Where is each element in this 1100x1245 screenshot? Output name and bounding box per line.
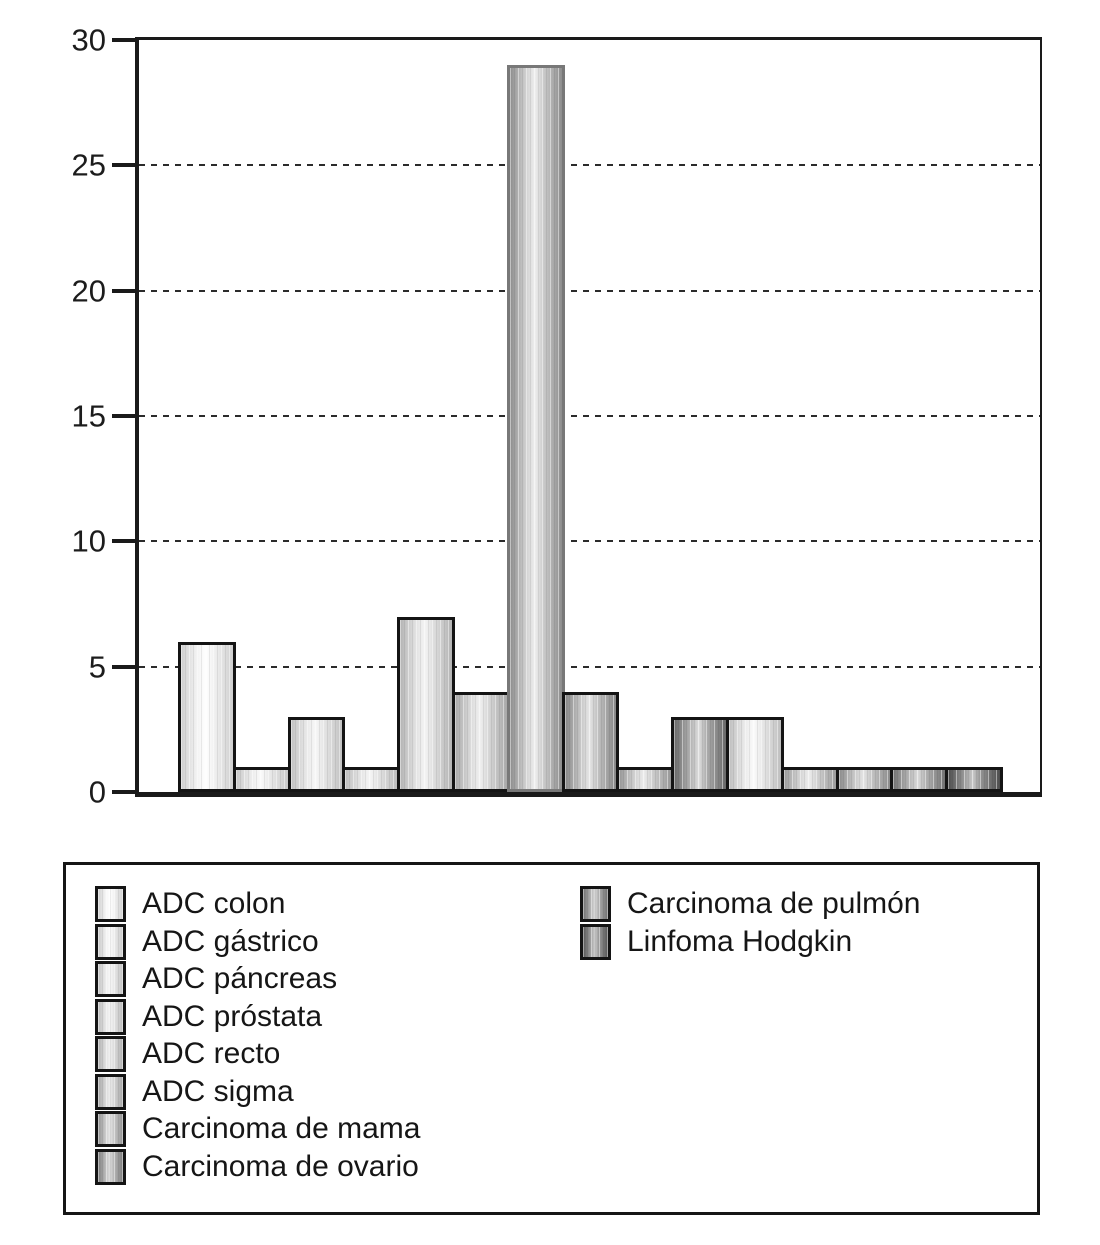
bar-4 xyxy=(342,767,401,792)
bar-9 xyxy=(616,767,675,792)
y-tick-label-20: 20 xyxy=(71,273,106,309)
gridline-15 xyxy=(139,415,1040,417)
gridline-5 xyxy=(139,665,1040,668)
legend-item-5: ADC recto xyxy=(95,1036,280,1072)
bar-13 xyxy=(835,767,894,792)
legend-swatch-1 xyxy=(95,886,126,922)
y-tick-label-15: 15 xyxy=(71,398,106,434)
bar-1 xyxy=(178,642,236,792)
bar-2 xyxy=(232,767,291,792)
gridline-20 xyxy=(139,289,1040,292)
y-tick-label-30: 30 xyxy=(71,22,106,58)
legend-label-7: Carcinoma de mama xyxy=(142,1112,421,1145)
plot-area xyxy=(135,37,1042,797)
y-tick-15 xyxy=(112,414,138,418)
legend-item-8: Carcinoma de ovario xyxy=(95,1148,419,1185)
legend-item-4: ADC próstata xyxy=(95,998,323,1035)
gridline-25 xyxy=(139,164,1040,167)
bar-11 xyxy=(726,717,784,792)
legend-item-9: Carcinoma de pulmón xyxy=(580,886,920,922)
y-tick-30 xyxy=(112,38,138,42)
bar-12 xyxy=(780,767,839,792)
y-tick-5 xyxy=(112,664,138,669)
legend-label-5: ADC recto xyxy=(142,1037,281,1070)
legend-label-10: Linfoma Hodgkin xyxy=(627,924,853,958)
legend-swatch-7 xyxy=(95,1111,126,1147)
legend-label-9: Carcinoma de pulmón xyxy=(627,887,921,920)
bar-8 xyxy=(561,692,620,792)
legend-label-6: ADC sigma xyxy=(142,1074,294,1108)
legend-swatch-5 xyxy=(95,1036,126,1072)
y-tick-label-25: 25 xyxy=(71,147,106,183)
legend-swatch-2 xyxy=(95,923,126,960)
legend-item-10: Linfoma Hodgkin xyxy=(580,923,853,960)
y-tick-label-10: 10 xyxy=(71,523,106,559)
legend-item-6: ADC sigma xyxy=(95,1073,294,1110)
bar-10 xyxy=(671,717,729,792)
legend-item-3: ADC páncreas xyxy=(95,961,337,997)
y-tick-10 xyxy=(112,539,138,544)
y-tick-25 xyxy=(112,163,138,168)
legend-item-7: Carcinoma de mama xyxy=(95,1111,420,1147)
legend-label-2: ADC gástrico xyxy=(142,924,319,958)
legend-label-4: ADC próstata xyxy=(142,999,323,1033)
bar-15 xyxy=(945,767,1003,792)
legend-label-3: ADC páncreas xyxy=(142,962,338,995)
legend-box: ADC colon ADC gástrico ADC páncreas ADC pró… xyxy=(63,862,1040,1215)
plot-inner xyxy=(139,40,1040,792)
bar-7 xyxy=(506,65,565,792)
legend-label-8: Carcinoma de ovario xyxy=(142,1149,419,1183)
legend-swatch-9 xyxy=(580,886,611,922)
y-tick-label-0: 0 xyxy=(88,774,106,810)
y-tick-20 xyxy=(112,288,138,293)
legend-swatch-8 xyxy=(95,1148,126,1185)
legend-item-1: ADC colon xyxy=(95,886,285,922)
bar-3 xyxy=(287,717,346,792)
bar-5 xyxy=(397,617,455,792)
legend-item-2: ADC gástrico xyxy=(95,923,319,960)
legend-swatch-10 xyxy=(580,923,611,960)
y-tick-0 xyxy=(112,790,138,794)
legend-swatch-3 xyxy=(95,961,126,997)
legend-label-1: ADC colon xyxy=(142,887,286,920)
legend-swatch-6 xyxy=(95,1073,126,1110)
bar-14 xyxy=(890,767,949,792)
legend-swatch-4 xyxy=(95,998,126,1035)
gridline-10 xyxy=(139,540,1040,543)
y-tick-label-5: 5 xyxy=(88,649,106,685)
bar-6 xyxy=(452,692,510,792)
